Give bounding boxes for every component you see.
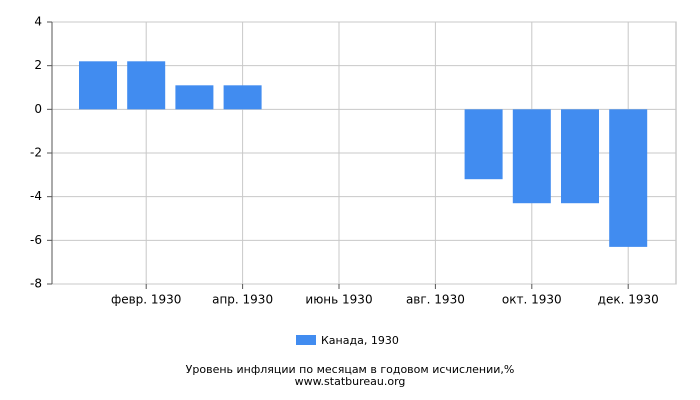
y-tick-label: 4 [34,15,42,29]
legend-swatch [296,335,316,345]
legend-label: Канада, 1930 [321,334,399,347]
y-tick-label: -6 [30,233,42,247]
bar [175,85,214,110]
y-tick-label: -4 [30,189,42,203]
x-tick-label: февр. 1930 [111,293,182,307]
x-tick-label: июнь 1930 [305,293,372,307]
y-tick-label: 2 [34,58,42,72]
source: www.statbureau.org [295,375,406,388]
x-tick-label: авг. 1930 [406,293,465,307]
x-tick-label: апр. 1930 [212,293,273,307]
y-tick-label: -8 [30,277,42,291]
bar [127,61,166,110]
x-tick-label: окт. 1930 [502,293,562,307]
x-tick-label: дек. 1930 [598,293,659,307]
bar [561,109,599,204]
bar [464,109,503,180]
bar [79,61,117,110]
y-tick-label: -2 [30,146,42,160]
bar [223,85,262,110]
y-tick-label: 0 [34,102,42,116]
caption: Уровень инфляции по месяцам в годовом ис… [186,363,515,376]
bar [512,109,551,204]
bar [609,109,648,247]
